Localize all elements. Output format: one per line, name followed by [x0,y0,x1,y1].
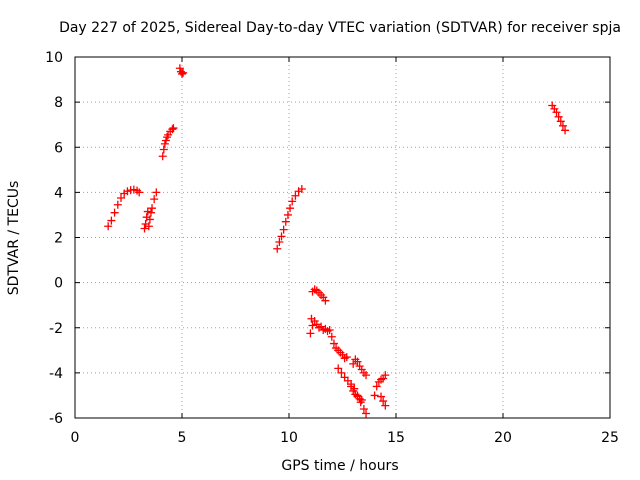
data-point [273,244,282,253]
x-tick-label: 10 [280,430,298,446]
series-arc-9 [334,364,371,418]
data-point [556,117,565,126]
data-point [337,368,346,377]
data-point [379,397,388,406]
data-point [175,64,184,73]
y-tick-label: 2 [54,231,63,247]
x-tick-label: 25 [601,430,619,446]
data-point [334,364,343,373]
data-point [146,208,155,217]
series-arc-6 [308,285,330,305]
data-points [104,64,570,418]
data-point [347,382,356,391]
data-point [558,121,567,130]
data-point [279,225,288,234]
data-point [349,359,358,368]
series-arc-3 [158,124,178,161]
data-point [283,210,292,219]
series-arc-10 [349,355,371,380]
data-point [308,321,317,330]
y-tick-label: -2 [49,321,63,337]
data-point [362,371,371,380]
data-point [160,139,169,148]
y-tick-label: 8 [54,95,63,111]
data-point [554,112,563,121]
y-tick-label: 0 [54,276,63,292]
data-point [561,126,570,135]
x-tick-label: 0 [71,430,80,446]
data-point [306,329,315,338]
data-point [169,124,178,133]
data-point [159,145,168,154]
y-tick-label: -4 [49,366,63,382]
data-point [113,200,122,209]
data-point [161,136,170,145]
series-arc-8 [325,326,351,363]
x-tick-label: 20 [494,430,512,446]
data-point [168,125,177,134]
data-point [145,215,154,224]
data-point [357,395,366,404]
y-axis-title: SDTVAR / TECUs [6,181,22,296]
data-point [144,222,153,231]
data-point [381,401,390,410]
x-tick-label: 15 [387,430,405,446]
data-point [377,392,386,401]
data-point [150,195,159,204]
data-point [117,194,126,203]
x-tick-label: 5 [178,430,187,446]
series-arc-12 [370,371,390,400]
data-point [110,208,119,217]
data-point [342,353,351,362]
axis-ticks: 0 5 10 15 20 25 -6 -4 -2 0 2 4 6 8 10 [45,50,619,446]
data-point [381,371,390,380]
data-point [148,204,157,213]
chart-title: Day 227 of 2025, Sidereal Day-to-day VTE… [59,20,621,36]
data-point [281,217,290,226]
grid-layer [75,57,610,418]
series-arc-1 [104,185,144,231]
data-point [359,404,368,413]
data-point [321,296,330,305]
data-point [104,222,113,231]
data-point [158,152,167,161]
data-point [277,232,286,241]
y-tick-label: 10 [45,50,63,66]
data-point [152,188,161,197]
data-point [372,382,381,391]
data-point [288,197,297,206]
data-point [297,184,306,193]
series-arc-7 [306,314,332,338]
series-arc-2 [140,188,161,233]
data-point [291,191,300,200]
y-tick-label: 4 [54,185,63,201]
data-point [135,188,144,197]
data-point [107,216,116,225]
data-point [327,332,336,341]
data-point [275,238,284,247]
y-tick-label: -6 [49,411,63,427]
series-arc-4 [175,64,188,78]
y-tick-label: 6 [54,140,63,156]
data-point [353,357,362,366]
series-arc-5 [273,184,306,253]
data-point [370,391,379,400]
series-arc-13 [377,392,390,410]
data-point [140,224,149,233]
data-point [325,326,334,335]
data-point [179,68,188,77]
data-point [178,69,186,78]
x-axis-title: GPS time / hours [281,458,398,474]
data-point [329,339,338,348]
data-point [552,108,561,117]
data-point [286,204,295,213]
data-point [362,409,371,418]
series-arc-11 [347,382,366,404]
series-arc-14 [548,101,570,135]
